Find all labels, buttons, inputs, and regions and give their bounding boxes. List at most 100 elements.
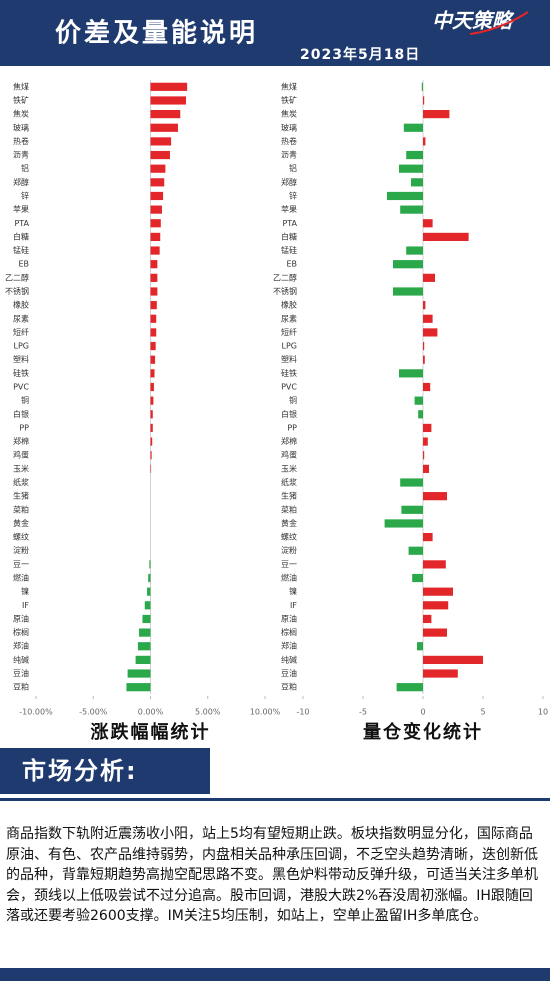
category-label: 苹果	[281, 204, 297, 214]
bar	[150, 232, 161, 242]
section-rule	[0, 798, 550, 801]
bar	[126, 683, 151, 692]
bar	[423, 464, 429, 473]
category-label: 淀粉	[13, 545, 29, 555]
footer-band	[0, 968, 550, 981]
x-tick-label: 10.00%	[250, 708, 281, 717]
bar	[423, 669, 458, 678]
bar	[423, 532, 433, 542]
category-label: EB	[286, 260, 297, 269]
bar	[147, 587, 151, 596]
category-label: 螺纹	[281, 532, 297, 542]
x-tick-label: -5	[359, 708, 367, 717]
bar	[418, 410, 423, 419]
bar	[423, 587, 453, 596]
bar	[150, 423, 153, 433]
bar	[396, 683, 423, 692]
category-label: 锌	[21, 190, 29, 200]
bar	[150, 314, 157, 323]
category-label: 铁矿	[281, 95, 297, 105]
bar	[150, 464, 152, 473]
bar	[150, 123, 178, 132]
category-label: IF	[22, 601, 29, 610]
bar	[137, 642, 151, 651]
category-label: 棕榈	[281, 627, 297, 637]
bar	[150, 96, 186, 105]
bar	[150, 369, 155, 378]
category-label: 豆粕	[281, 682, 297, 692]
category-label: 焦煤	[13, 81, 29, 91]
header-band	[0, 0, 550, 66]
x-tick-label: 10	[538, 708, 548, 717]
bar	[423, 273, 435, 282]
category-label: 乙二醇	[273, 272, 297, 282]
category-label: PP	[19, 423, 29, 432]
bar	[411, 178, 423, 187]
bar	[423, 110, 450, 119]
category-label: 铜	[289, 395, 297, 405]
bar	[401, 505, 423, 514]
category-label: 沥青	[13, 150, 29, 160]
category-label: 玉米	[13, 463, 29, 473]
bar	[150, 287, 158, 296]
bar	[150, 178, 165, 187]
category-label: 生猪	[281, 491, 297, 501]
category-label: 铝	[21, 163, 29, 173]
category-label: 郑棉	[13, 436, 29, 446]
bar	[406, 150, 423, 160]
category-label: 白银	[281, 409, 297, 419]
x-tick-label: 0	[420, 708, 425, 717]
category-label: 短纤	[281, 327, 297, 337]
bar	[384, 519, 423, 528]
bar	[406, 246, 423, 255]
bar	[399, 369, 423, 378]
bar	[148, 573, 151, 583]
category-label: 郑醇	[13, 177, 29, 187]
bar	[150, 137, 172, 146]
section-band	[0, 748, 210, 794]
category-label: 铜	[21, 395, 29, 405]
category-label: 焦炭	[281, 109, 297, 119]
bar	[414, 396, 423, 405]
category-label: 菜粕	[281, 504, 297, 514]
logo: 中天策略	[432, 9, 515, 33]
category-label: 乙二醇	[5, 272, 29, 282]
category-label: 燃油	[13, 573, 29, 583]
category-label: 郑油	[281, 641, 297, 651]
x-tick-label: 0.00%	[138, 708, 164, 717]
logo-swoosh	[469, 11, 529, 35]
bar	[127, 669, 151, 678]
analysis-text: 商品指数下轨附近震荡收小阳，站上5均有望短期止跌。板块指数明显分化，国际商品原油…	[6, 826, 538, 924]
date: 2023年5月18日	[300, 46, 420, 63]
bar	[150, 396, 154, 405]
bar	[387, 191, 423, 201]
category-label: PTA	[282, 219, 297, 228]
category-label: EB	[18, 260, 29, 269]
bar	[150, 110, 181, 119]
bar	[150, 355, 156, 364]
section-title: 市场分析:	[22, 757, 138, 785]
bar	[150, 150, 170, 160]
category-label: 豆一	[13, 560, 29, 569]
category-label: 郑棉	[281, 436, 297, 446]
category-label: 短纤	[13, 327, 29, 337]
x-tick-label: 5	[480, 708, 485, 717]
category-label: PP	[287, 423, 297, 432]
bar	[423, 219, 433, 228]
bar	[150, 301, 157, 310]
bar	[150, 260, 158, 269]
category-label: 热卷	[13, 136, 29, 146]
category-label: 玻璃	[281, 122, 297, 132]
bar	[423, 655, 483, 664]
chart-title: 涨跌幅幅统计	[91, 721, 211, 743]
category-label: 黄金	[281, 518, 297, 528]
category-label: 纯碱	[281, 654, 297, 664]
category-label: PVC	[281, 383, 297, 392]
bar	[423, 423, 432, 433]
category-label: 沥青	[281, 150, 297, 160]
bar	[403, 123, 423, 132]
bar	[423, 355, 425, 364]
bar	[423, 601, 449, 610]
category-label: 黄金	[13, 518, 29, 528]
